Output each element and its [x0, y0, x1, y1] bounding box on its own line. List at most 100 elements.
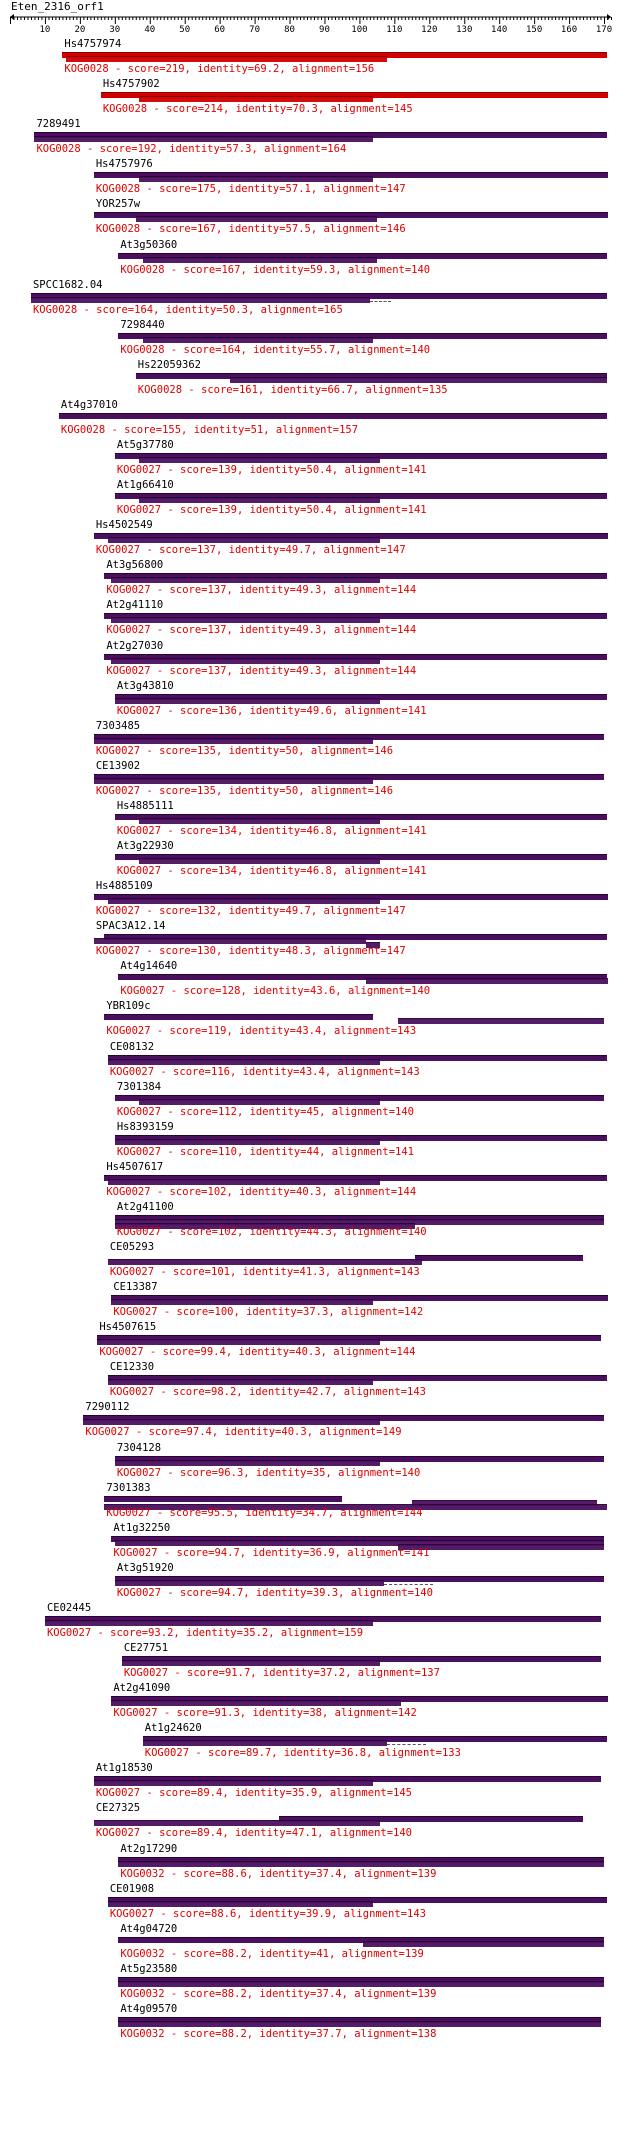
hit-summary[interactable]: KOG0027 - score=96.3, identity=35, align…	[117, 1467, 421, 1479]
hit-summary[interactable]: KOG0032 - score=88.2, identity=37.7, ali…	[120, 2028, 436, 2040]
alignment-bar[interactable]	[104, 1014, 374, 1021]
alignment-bar[interactable]	[107, 1054, 608, 1061]
alignment-bar[interactable]	[58, 412, 608, 419]
alignment-bar[interactable]	[114, 813, 608, 820]
alignment-bar[interactable]	[114, 1138, 381, 1145]
alignment-bar[interactable]	[111, 1535, 604, 1542]
alignment-bar[interactable]	[279, 1816, 584, 1823]
hit-name[interactable]: Hs4757974	[64, 38, 122, 50]
hit-name[interactable]: CE27325	[95, 1802, 141, 1815]
alignment-bar[interactable]	[139, 497, 381, 504]
alignment-bar[interactable]	[118, 2016, 601, 2023]
hit-name[interactable]: SPCC1682.04	[32, 278, 103, 291]
hit-summary[interactable]: KOG0027 - score=89.4, identity=47.1, ali…	[96, 1827, 412, 1839]
hit-summary[interactable]: KOG0027 - score=91.3, identity=38, align…	[113, 1707, 417, 1719]
alignment-bar[interactable]	[415, 1255, 584, 1261]
hit-name[interactable]: At2g41090	[113, 1682, 171, 1695]
hit-name[interactable]: CE01908	[109, 1882, 155, 1895]
alignment-bar[interactable]	[30, 296, 370, 303]
hit-summary[interactable]: KOG0027 - score=137, identity=49.7, alig…	[96, 544, 406, 556]
alignment-bar[interactable]	[83, 1415, 604, 1422]
hit-summary[interactable]: KOG0027 - score=136, identity=49.6, alig…	[117, 705, 427, 717]
alignment-bar[interactable]	[107, 898, 381, 905]
hit-name[interactable]: At5g23580	[120, 1962, 178, 1975]
hit-summary[interactable]: KOG0027 - score=139, identity=50.4, alig…	[117, 464, 427, 476]
hit-name[interactable]: CE05293	[109, 1241, 155, 1253]
alignment-bar[interactable]	[111, 577, 381, 584]
alignment-bar[interactable]	[93, 894, 608, 901]
hit-name[interactable]: At4g04720	[120, 1922, 178, 1935]
hit-name[interactable]: CE13902	[95, 759, 141, 772]
hit-summary[interactable]: KOG0027 - score=116, identity=43.4, alig…	[110, 1066, 420, 1078]
hit-summary[interactable]: KOG0027 - score=101, identity=41.3, alig…	[110, 1266, 420, 1278]
alignment-bar[interactable]	[97, 1335, 601, 1342]
alignment-bar[interactable]	[114, 1539, 604, 1546]
hit-name[interactable]: At4g09570	[120, 2002, 178, 2015]
hit-summary[interactable]: KOG0027 - score=137, identity=49.3, alig…	[106, 665, 416, 677]
alignment-bar[interactable]	[142, 1740, 388, 1747]
alignment-bar[interactable]	[139, 1098, 381, 1105]
hit-name[interactable]: CE13387	[113, 1281, 158, 1294]
alignment-bar[interactable]	[34, 132, 608, 139]
hit-name[interactable]: At1g66410	[116, 479, 174, 492]
hit-name[interactable]: At3g51920	[116, 1561, 174, 1574]
alignment-bar[interactable]	[362, 1940, 604, 1947]
alignment-bar[interactable]	[114, 1459, 381, 1466]
hit-summary[interactable]: KOG0027 - score=99.4, identity=40.3, ali…	[99, 1346, 415, 1358]
hit-name[interactable]: Hs4757902	[102, 78, 160, 91]
hit-name[interactable]: At1g18530	[95, 1762, 153, 1775]
hit-summary[interactable]: KOG0032 - score=88.6, identity=37.4, ali…	[120, 1868, 436, 1880]
hit-name[interactable]: At5g37780	[116, 439, 174, 451]
hit-name[interactable]: 7301384	[116, 1080, 162, 1093]
alignment-bar[interactable]	[111, 1295, 608, 1302]
alignment-bar[interactable]	[107, 1379, 374, 1386]
alignment-bar[interactable]	[104, 613, 608, 620]
alignment-bar[interactable]	[97, 1339, 381, 1346]
alignment-bar[interactable]	[107, 1058, 381, 1065]
alignment-bar[interactable]	[111, 1696, 608, 1703]
alignment-bar[interactable]	[118, 974, 608, 981]
alignment-bar[interactable]	[93, 733, 604, 740]
alignment-bar[interactable]	[118, 252, 608, 259]
hit-name[interactable]: YBR109c	[106, 1000, 151, 1013]
alignment-bar[interactable]	[93, 212, 608, 219]
alignment-bar[interactable]	[30, 292, 608, 299]
hit-summary[interactable]: KOG0027 - score=89.7, identity=36.8, ali…	[145, 1747, 461, 1759]
alignment-bar[interactable]	[139, 96, 374, 103]
hit-summary[interactable]: KOG0027 - score=128, identity=43.6, alig…	[120, 985, 430, 997]
alignment-bar[interactable]	[142, 1736, 608, 1743]
hit-name[interactable]: At1g24620	[144, 1722, 202, 1735]
hit-name[interactable]: SPAC3A12.14	[95, 920, 166, 933]
hit-summary[interactable]: KOG0027 - score=91.7, identity=37.2, ali…	[124, 1667, 440, 1679]
alignment-bar[interactable]	[114, 1134, 608, 1141]
hit-name[interactable]: At3g22930	[116, 840, 174, 852]
hit-summary[interactable]: KOG0027 - score=134, identity=46.8, alig…	[117, 825, 427, 837]
hit-summary[interactable]: KOG0027 - score=134, identity=46.8, alig…	[117, 865, 427, 877]
hit-name[interactable]: 7290112	[85, 1401, 130, 1414]
alignment-bar[interactable]	[139, 457, 381, 463]
hit-summary[interactable]: KOG0032 - score=88.2, identity=37.4, ali…	[120, 1988, 436, 2000]
hit-summary[interactable]: KOG0027 - score=130, identity=48.3, alig…	[96, 945, 406, 957]
hit-summary[interactable]: KOG0027 - score=97.4, identity=40.3, ali…	[85, 1426, 401, 1438]
hit-name[interactable]: CE08132	[109, 1040, 155, 1053]
hit-name[interactable]: At3g56800	[106, 559, 164, 572]
hit-name[interactable]: At1g32250	[113, 1521, 171, 1534]
hit-summary[interactable]: KOG0028 - score=164, identity=50.3, alig…	[33, 304, 343, 316]
alignment-bar[interactable]	[107, 1375, 608, 1382]
alignment-bar[interactable]	[104, 573, 608, 580]
hit-summary[interactable]: KOG0028 - score=161, identity=66.7, alig…	[138, 384, 448, 396]
alignment-bar[interactable]	[118, 1856, 604, 1863]
alignment-bar[interactable]	[114, 1222, 416, 1229]
alignment-bar[interactable]	[397, 1543, 604, 1550]
alignment-bar[interactable]	[114, 1218, 604, 1225]
alignment-bar[interactable]	[114, 1575, 604, 1582]
alignment-bar[interactable]	[93, 1776, 601, 1783]
hit-summary[interactable]: KOG0027 - score=94.7, identity=36.9, ali…	[113, 1547, 429, 1559]
hit-summary[interactable]: KOG0027 - score=112, identity=45, alignm…	[117, 1106, 414, 1118]
alignment-bar[interactable]	[114, 1455, 604, 1462]
alignment-bar[interactable]	[411, 1499, 598, 1506]
alignment-bar[interactable]	[104, 653, 608, 660]
hit-summary[interactable]: KOG0027 - score=93.2, identity=35.2, ali…	[47, 1627, 363, 1639]
alignment-bar[interactable]	[93, 773, 604, 780]
hit-summary[interactable]: KOG0027 - score=110, identity=44, alignm…	[117, 1146, 414, 1158]
